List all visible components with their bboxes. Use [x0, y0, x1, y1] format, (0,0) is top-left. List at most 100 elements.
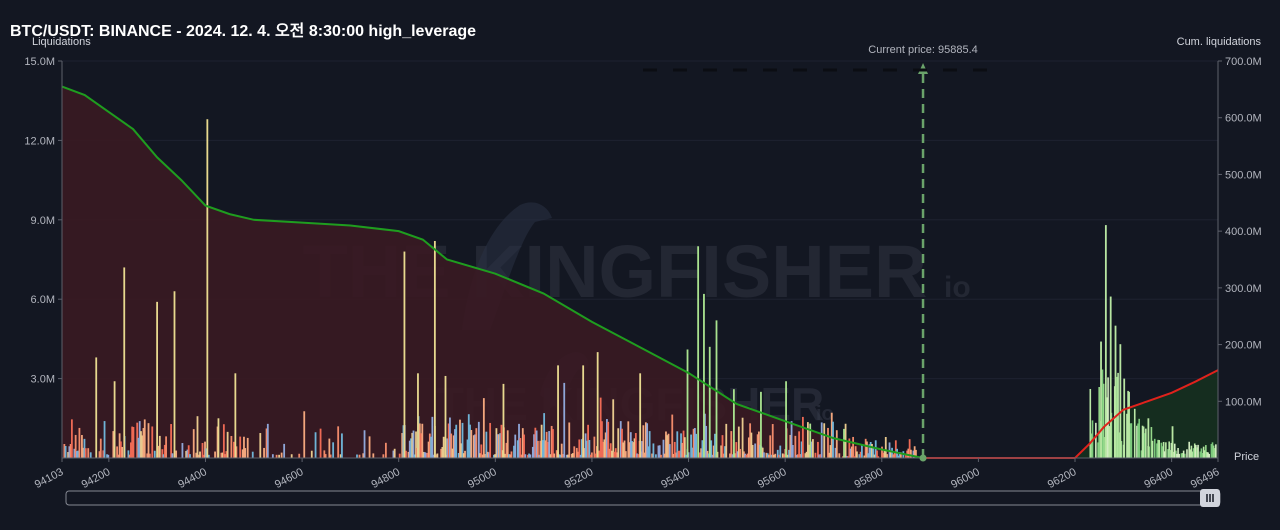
- liquidation-bar: [484, 453, 487, 458]
- liquidation-bar: [1163, 451, 1166, 458]
- liquidation-bar: [852, 436, 855, 458]
- watermark-logo-small-suffix: io: [816, 403, 834, 425]
- liquidation-bar: [823, 423, 826, 458]
- liquidation-bar: [798, 431, 801, 458]
- liquidation-bar: [1215, 444, 1217, 458]
- liquidation-bar: [573, 446, 576, 458]
- liquidation-bar-peak: [639, 373, 642, 458]
- liquidation-bar: [423, 452, 426, 458]
- liquidation-bar: [766, 453, 769, 458]
- liquidation-bar: [578, 439, 581, 458]
- liquidation-bar: [1165, 442, 1167, 458]
- liquidation-bar: [244, 448, 247, 458]
- liquidation-bar: [328, 438, 331, 458]
- liquidation-bar: [98, 451, 101, 458]
- liquidation-bar: [533, 434, 535, 458]
- y-left-tick-label: 12.0M: [24, 135, 55, 147]
- liquidation-bar: [848, 438, 851, 458]
- liquidation-bar: [70, 419, 73, 458]
- liquidation-bar: [665, 431, 667, 458]
- liquidation-bar: [651, 453, 654, 458]
- liquidation-bar: [170, 424, 173, 458]
- liquidation-bar: [428, 433, 431, 458]
- liquidation-bar: [63, 444, 66, 458]
- liquidation-bar: [271, 454, 274, 458]
- liquidation-bar: [847, 456, 849, 458]
- liquidation-bar: [866, 441, 868, 458]
- liquidation-bar: [774, 453, 777, 458]
- liquidation-bar: [765, 452, 768, 458]
- liquidation-bar: [790, 421, 793, 458]
- liquidation-bar: [303, 411, 306, 458]
- liquidation-bar: [67, 452, 70, 458]
- liquidation-bar: [567, 454, 569, 458]
- liquidation-bar: [563, 382, 566, 458]
- liquidation-bar: [485, 431, 488, 458]
- liquidation-bar: [310, 450, 313, 458]
- liquidation-bar-peak: [1128, 391, 1130, 458]
- liquidation-bar: [407, 451, 410, 458]
- liquidation-bar: [141, 435, 144, 458]
- liquidation-bar: [633, 438, 636, 458]
- scrollbar[interactable]: [65, 489, 1221, 507]
- liquidation-bar: [771, 424, 774, 458]
- liquidation-bar: [794, 435, 797, 458]
- liquidation-bar: [806, 422, 809, 458]
- liquidation-bar: [631, 441, 633, 458]
- liquidation-bar: [683, 437, 686, 458]
- liquidation-bar: [882, 452, 885, 458]
- liquidation-bar: [729, 453, 731, 458]
- liquidation-bar: [224, 454, 227, 458]
- liquidation-bar: [614, 448, 617, 458]
- liquidation-bar: [819, 454, 822, 458]
- liquidation-bar: [594, 453, 597, 458]
- liquidation-bar: [1180, 453, 1183, 458]
- liquidation-bar: [136, 422, 139, 458]
- liquidation-bar: [1143, 433, 1146, 458]
- liquidation-bar: [1138, 418, 1140, 458]
- liquidation-bar-peak: [703, 293, 705, 458]
- liquidation-bar: [646, 423, 649, 458]
- liquidation-bar: [710, 440, 713, 458]
- liquidation-bar: [319, 428, 322, 458]
- liquidation-bar: [892, 454, 895, 458]
- liquidation-bar: [874, 440, 877, 458]
- liquidation-bar: [467, 414, 470, 458]
- liquidation-bar: [769, 435, 772, 458]
- liquidation-bar: [157, 445, 160, 458]
- liquidation-bar: [611, 450, 613, 458]
- liquidation-bar: [1212, 445, 1215, 458]
- liquidation-bar: [99, 438, 102, 458]
- liquidation-bar: [667, 433, 670, 458]
- y-right-tick-label: 100.0M: [1225, 396, 1262, 408]
- liquidation-bar: [682, 430, 685, 458]
- liquidation-bar: [907, 448, 910, 458]
- liquidation-bar: [520, 454, 523, 458]
- liquidation-bar: [278, 454, 281, 458]
- liquidation-bar: [1145, 428, 1147, 458]
- liquidation-bar: [915, 449, 917, 458]
- liquidation-bar: [606, 419, 608, 458]
- liquidation-bar: [1211, 442, 1214, 458]
- liquidation-bar: [1137, 423, 1139, 458]
- liquidation-bar: [909, 449, 912, 458]
- liquidation-bar: [384, 442, 387, 458]
- liquidation-bar: [827, 427, 829, 458]
- scrollbar-track[interactable]: [65, 490, 1221, 506]
- liquidation-bar: [894, 440, 897, 458]
- liquidation-bar: [427, 441, 430, 458]
- liquidation-bar: [722, 453, 725, 458]
- liquidation-bar: [243, 436, 245, 458]
- cum-below-area: [62, 86, 924, 459]
- liquidation-bar: [339, 454, 342, 458]
- liquidation-bar: [832, 421, 834, 458]
- liquidation-bar: [538, 454, 541, 458]
- liquidation-bar: [435, 454, 438, 458]
- liquidation-bar: [741, 417, 744, 458]
- liquidation-bar: [598, 450, 601, 458]
- liquidation-bar: [855, 451, 858, 458]
- liquidation-bar: [1150, 427, 1153, 458]
- liquidation-bar: [1103, 437, 1106, 458]
- liquidation-bar-peak: [715, 320, 718, 458]
